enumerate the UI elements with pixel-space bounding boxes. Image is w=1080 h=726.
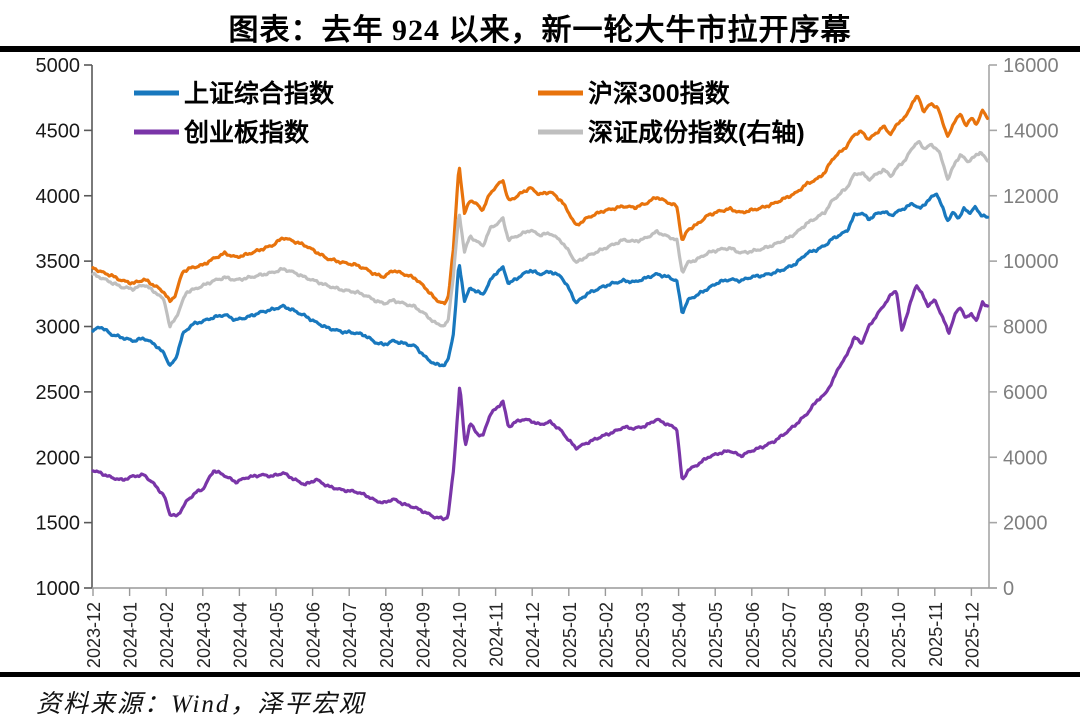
left-axis-label: 3000 [36,317,81,339]
x-axis-label: 2024-12 [523,602,543,668]
right-axis-label: 12000 [1003,186,1059,208]
x-axis-label: 2024-04 [230,602,250,668]
bottom-rule [0,672,1080,677]
left-axis-label: 5000 [36,55,81,77]
right-axis-label: 16000 [1003,55,1059,77]
legend-label-4: 深证成份指数(右轴) [588,118,805,147]
x-axis-label: 2024-11 [487,602,507,667]
x-axis-label: 2024-05 [267,602,287,668]
series-line-4 [91,139,990,329]
left-axis-label: 3500 [36,251,81,273]
left-axis-label: 1000 [36,578,81,600]
right-axis-label: 2000 [1003,513,1048,535]
chart-title: 图表：去年 924 以来，新一轮大牛市拉开序幕 [228,14,852,47]
x-axis-label: 2025-05 [706,602,726,668]
x-axis-label: 2023-12 [84,602,104,668]
x-axis-label: 2024-09 [413,602,433,668]
left-axis-label: 2500 [36,382,81,404]
x-axis-label: 2025-09 [853,602,873,668]
x-axis-label: 2025-06 [743,602,763,668]
right-axis-label: 8000 [1003,317,1048,339]
top-rule [0,46,1080,52]
x-axis-label: 2025-04 [670,602,690,668]
x-axis-label: 2025-12 [962,602,982,668]
right-axis-label: 6000 [1003,382,1048,404]
right-axis-label: 14000 [1003,120,1059,142]
legend-label-2: 沪深300指数 [588,80,731,108]
legend-label-1: 上证综合指数 [184,79,335,108]
left-axis-label: 2000 [36,447,81,469]
legend-label-3: 创业板指数 [183,119,310,147]
series-line-3 [91,284,990,522]
source-note: 资料来源：Wind，泽平宏观 [36,691,366,718]
left-axis-label: 4500 [36,120,81,142]
x-axis-label: 2025-01 [560,602,580,668]
x-axis-label: 2024-02 [157,602,177,668]
right-axis-label: 10000 [1003,251,1059,273]
x-axis-label: 2024-10 [450,602,470,668]
x-axis-label: 2025-08 [816,602,836,668]
x-axis-label: 2024-08 [377,602,397,668]
right-axis-label: 4000 [1003,447,1048,469]
x-axis-label: 2024-03 [194,602,214,668]
x-axis-label: 2024-06 [304,602,324,668]
x-axis-label: 2025-11 [926,602,946,667]
series-line-2 [91,94,990,306]
right-axis-label: 0 [1003,578,1014,600]
x-axis-label: 2025-02 [596,602,616,668]
x-axis-label: 2025-10 [889,602,909,668]
left-axis-label: 4000 [36,186,81,208]
x-axis-label: 2024-01 [121,602,141,668]
left-axis-label: 1500 [36,513,81,535]
x-axis-label: 2025-03 [633,602,653,668]
series-line-1 [91,192,990,368]
x-axis-label: 2024-07 [340,602,360,668]
x-axis-label: 2025-07 [779,602,799,668]
